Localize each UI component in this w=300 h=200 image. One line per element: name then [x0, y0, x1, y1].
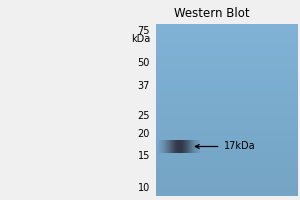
Text: kDa: kDa	[131, 34, 150, 44]
Text: 37: 37	[138, 81, 150, 91]
Text: 75: 75	[137, 26, 150, 36]
Text: 50: 50	[138, 58, 150, 68]
Text: 20: 20	[138, 129, 150, 139]
Text: 25: 25	[137, 111, 150, 121]
Text: Western Blot: Western Blot	[174, 7, 250, 20]
Text: 15: 15	[138, 151, 150, 161]
Text: 10: 10	[138, 183, 150, 193]
Text: 17kDa: 17kDa	[224, 141, 255, 151]
